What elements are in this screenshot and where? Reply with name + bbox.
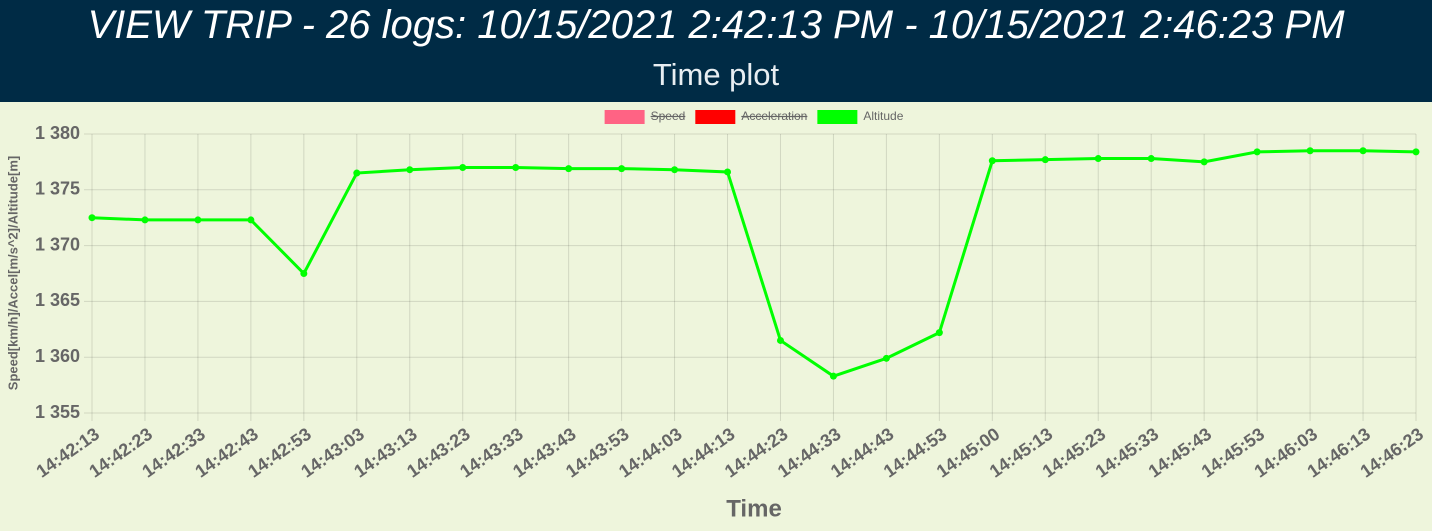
data-point (618, 165, 626, 173)
header: VIEW TRIP - 26 logs: 10/15/2021 2:42:13 … (0, 0, 1432, 102)
x-axis-title: Time (726, 495, 782, 522)
data-point (1359, 147, 1367, 155)
data-point (194, 216, 202, 224)
legend-label: Speed (651, 109, 686, 123)
data-point (1147, 155, 1155, 163)
data-point (300, 270, 308, 277)
data-point (565, 165, 573, 173)
data-point (88, 214, 96, 222)
data-point (829, 372, 837, 380)
data-point (1412, 148, 1420, 156)
data-point (1041, 156, 1049, 164)
legend-swatch (817, 110, 858, 124)
data-point (353, 169, 361, 177)
y-tick-label: 1 360 (35, 346, 80, 366)
data-point (512, 163, 520, 171)
data-line (91, 149, 1417, 378)
y-tick-label: 1 375 (35, 179, 80, 199)
y-tick-label: 1 365 (35, 290, 80, 310)
data-point (459, 163, 467, 171)
data-point (1200, 158, 1208, 166)
data-point (141, 216, 149, 224)
legend-label: Altitude (863, 109, 903, 123)
data-point (776, 336, 784, 344)
subtitle: Time plot (652, 57, 780, 92)
y-axis-title: Speed[km/h]/Accel[m/s^2]/Altitude[m] (5, 156, 20, 390)
data-point (671, 166, 679, 174)
legend-swatch (604, 110, 645, 124)
data-point (882, 354, 890, 362)
data-point (406, 166, 414, 174)
data-point (247, 216, 255, 224)
data-point (1253, 148, 1261, 156)
data-point (935, 329, 943, 337)
legend-label: Acceleration (741, 109, 807, 123)
legend-swatch (695, 110, 736, 124)
data-point (1306, 147, 1314, 155)
title: VIEW TRIP - 26 logs: 10/15/2021 2:42:13 … (87, 3, 1345, 47)
data-point (988, 157, 996, 165)
y-tick-label: 1 380 (35, 123, 80, 143)
y-tick-label: 1 355 (35, 402, 80, 422)
data-point (724, 168, 732, 176)
y-tick-label: 1 370 (35, 234, 80, 254)
chart: Time Speed[km/h]/Accel[m/s^2]/Altitude[m… (0, 102, 1432, 531)
data-point (1094, 155, 1102, 163)
